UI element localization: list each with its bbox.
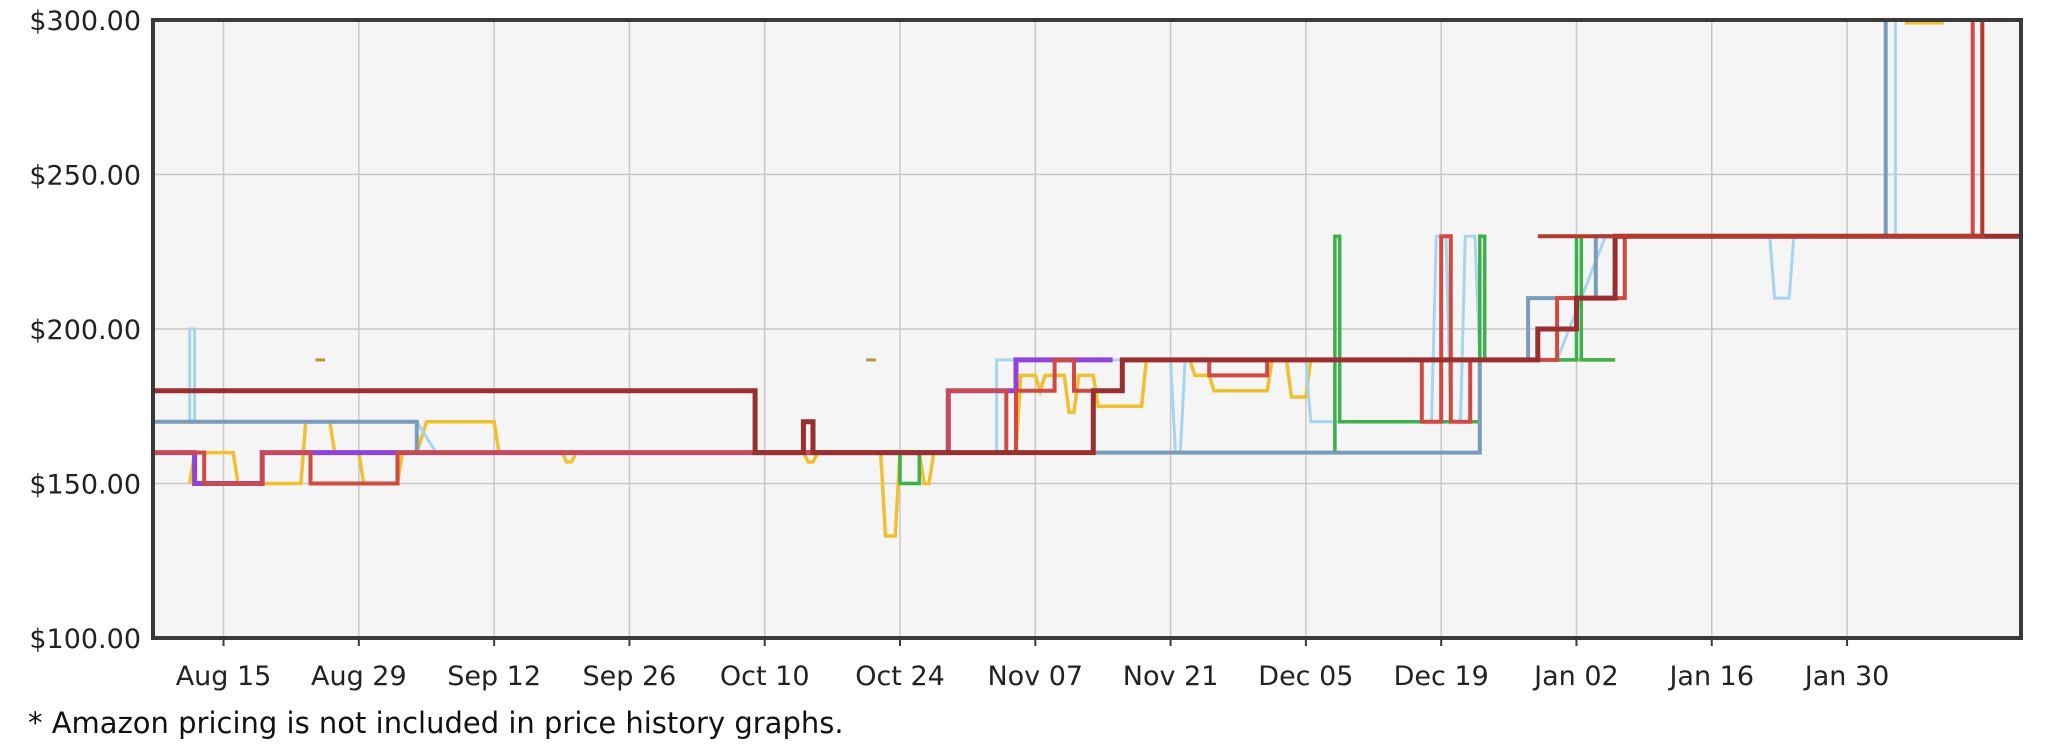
x-tick-label: Jan 16 [1667, 661, 1754, 692]
x-axis: Aug 15 Aug 29 Sep 12 Sep 26 Oct 10 Oct 24 Nov … [176, 638, 1890, 692]
series-group [153, 18, 2021, 538]
x-tick-label: Oct 24 [855, 661, 945, 692]
y-tick-label: $300.00 [29, 6, 141, 37]
x-tick-label: Nov 21 [1123, 661, 1219, 692]
x-tick-label: Sep 26 [583, 661, 677, 692]
series-line-2 [153, 18, 2021, 455]
y-tick-label: $250.00 [29, 161, 141, 192]
x-tick-label: Oct 10 [720, 661, 810, 692]
y-axis: $100.00 $150.00 $200.00 $250.00 $300.00 [29, 6, 141, 655]
x-tick-label: Nov 07 [987, 661, 1083, 692]
x-tick-label: Jan 30 [1803, 661, 1890, 692]
y-tick-label: $100.00 [29, 624, 141, 655]
x-tick-label: Dec 19 [1394, 661, 1489, 692]
footnote: * Amazon pricing is not included in pric… [28, 706, 844, 740]
series-line-7 [153, 233, 2021, 456]
x-tick-label: Sep 12 [447, 661, 541, 692]
x-tick-label: Jan 02 [1532, 661, 1619, 692]
x-tick-label: Aug 15 [176, 661, 272, 692]
x-tick-label: Aug 29 [311, 661, 407, 692]
y-tick-label: $200.00 [29, 315, 141, 346]
plot-border [151, 18, 2023, 640]
y-tick-label: $150.00 [29, 470, 141, 501]
x-tick-label: Dec 05 [1258, 661, 1353, 692]
